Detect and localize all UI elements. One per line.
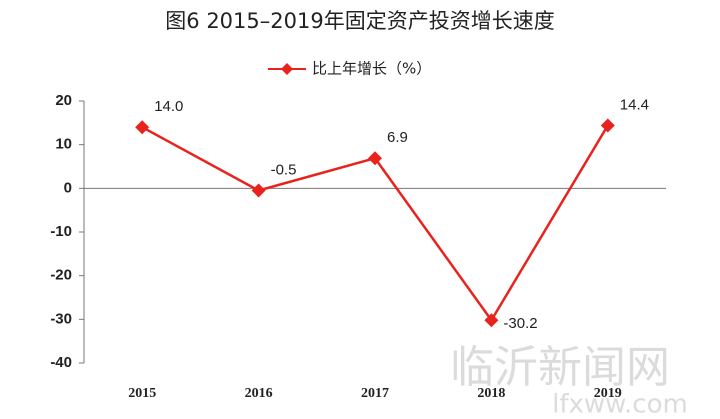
data-label: 6.9 [387, 129, 408, 146]
y-tick-label: -10 [50, 223, 72, 240]
x-tick-label: 2019 [594, 386, 622, 401]
marker [135, 120, 150, 135]
x-tick-label: 2018 [477, 386, 505, 401]
watermark-url: lfxww.com [552, 390, 688, 419]
chart-title: 图6 2015–2019年固定资产投资增长速度 [165, 9, 554, 33]
y-tick-label: 10 [55, 136, 72, 153]
marker [251, 183, 266, 198]
data-label: -30.2 [503, 315, 537, 332]
legend-marker [281, 63, 293, 75]
y-tick-label: 20 [55, 92, 72, 109]
y-tick-label: 0 [64, 179, 72, 196]
data-label: 14.0 [154, 98, 183, 115]
marker [484, 313, 499, 328]
y-tick-label: -40 [50, 354, 72, 371]
y-tick-label: -30 [50, 310, 72, 327]
marker [600, 118, 615, 133]
x-tick-label: 2016 [245, 386, 273, 401]
marker [368, 151, 382, 166]
data-label: -0.5 [271, 161, 297, 178]
x-tick-label: 2015 [128, 386, 156, 401]
watermark: 临沂新闻网 [450, 342, 670, 393]
data-label: 14.4 [620, 96, 649, 113]
x-tick-label: 2017 [361, 386, 389, 401]
legend-label: 比上年增长（%） [312, 60, 431, 78]
y-tick-label: -20 [50, 267, 72, 284]
